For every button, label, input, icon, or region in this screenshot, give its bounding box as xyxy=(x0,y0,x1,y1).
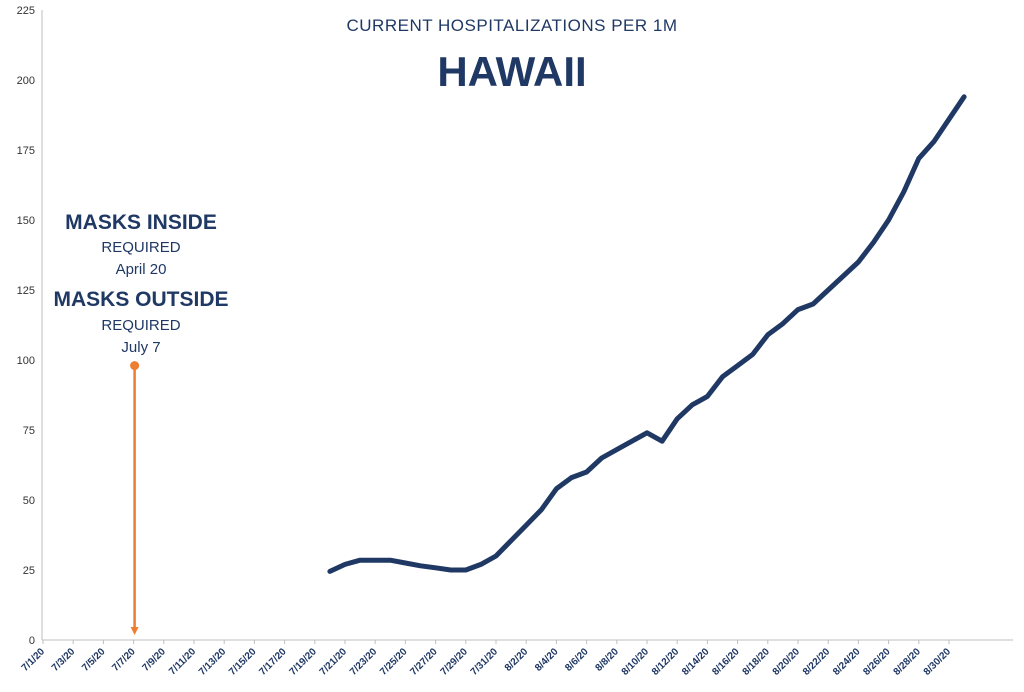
x-tick-label: 7/31/20 xyxy=(469,646,501,678)
chart-subtitle: HAWAII xyxy=(437,48,586,95)
x-tick-label: 8/20/20 xyxy=(771,646,803,678)
x-tick-label: 8/14/20 xyxy=(680,646,712,678)
x-tick-label: 8/16/20 xyxy=(710,646,742,678)
x-tick-label: 8/18/20 xyxy=(741,646,773,678)
x-tick-label: 8/24/20 xyxy=(831,646,863,678)
x-tick-label: 7/9/20 xyxy=(140,646,168,674)
series-group xyxy=(327,94,967,574)
x-tick-label: 7/3/20 xyxy=(50,646,78,674)
x-tick-label: 8/6/20 xyxy=(563,646,591,674)
x-tick-label: 7/25/20 xyxy=(378,646,410,678)
x-tick-label: 7/7/20 xyxy=(110,646,138,674)
masks-inside-required: REQUIRED xyxy=(101,239,180,256)
y-tick-label: 125 xyxy=(17,285,35,297)
x-tick-label: 7/1/20 xyxy=(20,646,48,674)
x-tick-label: 7/29/20 xyxy=(439,646,471,678)
y-tick-label: 75 xyxy=(23,425,35,437)
x-tick-label: 7/19/20 xyxy=(288,646,320,678)
masks-inside-label: MASKS INSIDE xyxy=(65,211,217,234)
y-tick-label: 175 xyxy=(17,145,35,157)
x-tick-label: 7/23/20 xyxy=(348,646,380,678)
x-tick-label: 8/4/20 xyxy=(533,646,561,674)
x-tick-label: 7/15/20 xyxy=(227,646,259,678)
x-tick-label: 8/10/20 xyxy=(620,646,652,678)
annotations: CURRENT HOSPITALIZATIONS PER 1M HAWAII M… xyxy=(53,16,677,635)
y-axis: 0 25 50 75 100 125 150 175 200 225 xyxy=(17,5,43,647)
marker-arrowhead xyxy=(130,627,139,635)
y-tick-label: 50 xyxy=(23,495,35,507)
x-axis: 7/1/20 7/3/20 7/5/20 7/7/20 7/9/20 7/11/207/1… xyxy=(20,639,1013,678)
x-tick-label: 7/21/20 xyxy=(318,646,350,678)
x-tick-label: 8/22/20 xyxy=(801,646,833,678)
x-tick-label: 8/2/20 xyxy=(503,646,531,674)
y-tick-label: 150 xyxy=(17,215,35,227)
masks-outside-label: MASKS OUTSIDE xyxy=(53,288,228,311)
x-tick-label: 7/27/20 xyxy=(408,646,440,678)
marker-dot xyxy=(130,361,140,371)
x-tick-label: 8/30/20 xyxy=(922,646,954,678)
x-tick-label: 8/12/20 xyxy=(650,646,682,678)
series-line xyxy=(327,94,967,574)
chart-title: CURRENT HOSPITALIZATIONS PER 1M xyxy=(347,16,678,35)
x-tick-label: 7/13/20 xyxy=(197,646,229,678)
masks-inside-date: April 20 xyxy=(116,261,167,278)
x-tick-label: 7/17/20 xyxy=(257,646,289,678)
y-tick-label: 25 xyxy=(23,565,35,577)
y-tick-label: 100 xyxy=(17,355,35,367)
x-tick-label: 7/5/20 xyxy=(80,646,108,674)
x-tick-label: 8/28/20 xyxy=(892,646,924,678)
y-tick-label: 200 xyxy=(17,75,35,87)
x-tick-label: 8/8/20 xyxy=(593,646,621,674)
masks-outside-required: REQUIRED xyxy=(101,317,180,334)
y-tick-label: 225 xyxy=(17,5,35,17)
x-tick-label: 7/11/20 xyxy=(167,646,198,677)
masks-outside-date: July 7 xyxy=(121,339,160,356)
x-tick-label: 8/26/20 xyxy=(861,646,893,678)
y-tick-label: 0 xyxy=(29,635,35,647)
